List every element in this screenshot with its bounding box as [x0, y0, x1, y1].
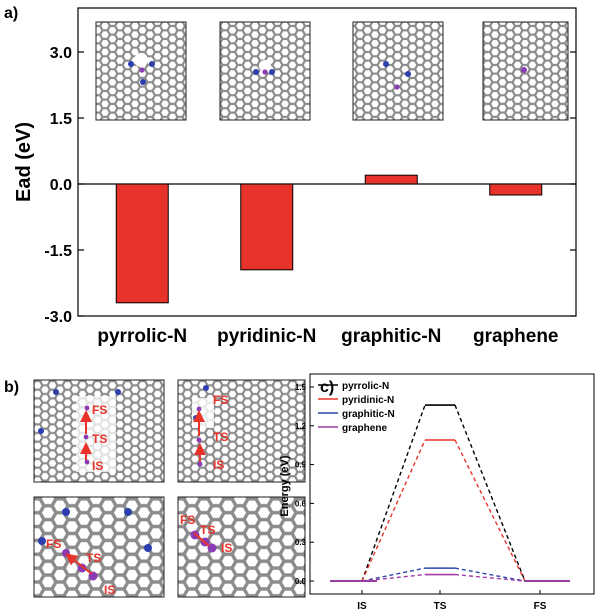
y-tick-label-c: 0.3 [295, 538, 307, 547]
panel-label-c: c) [320, 379, 334, 396]
nitrogen-atom [128, 61, 134, 67]
nitrogen-atom [124, 508, 132, 516]
bar-chart-adsorption-energy: Ead (eV) -3.0-1.50.01.53.0 pyrrolic-N pyr… [13, 7, 577, 347]
adsorbate-atom [139, 67, 145, 73]
adsorbate-atom [196, 406, 202, 412]
category-label-a: graphitic-N [341, 326, 441, 347]
ts-label: TS [92, 432, 107, 446]
nitrogen-atom [38, 428, 44, 434]
adsorbate-atom [521, 67, 527, 73]
panel-label-b: b) [4, 379, 19, 396]
fs-label: FS [92, 403, 107, 417]
connector-pyrrolic-N [361, 404, 426, 582]
y-tick-label-c: 0.6 [295, 499, 307, 508]
y-tick-label-c: 1.2 [295, 422, 307, 431]
line-chart-energy-profile: Energy (eV) 0.0 0.3 0.6 0.9 1.2 1.5 IS TS FS py… [279, 373, 595, 612]
y-axis-label-a: Ead (eV) [13, 122, 35, 202]
adsorbate-atom [207, 543, 217, 553]
y-ticks-c: 0.0 0.3 0.6 0.9 1.2 1.5 [295, 383, 314, 586]
y-tick-label-a: 0.0 [50, 177, 72, 194]
legend-label: graphene [342, 423, 387, 434]
ts-label: TS [86, 551, 101, 565]
x-category-labels-c: IS TS FS [357, 590, 547, 612]
ts-label: TS [200, 523, 215, 537]
pathway-bottom-right: FS TS IS [177, 496, 306, 598]
legend-label: pyrrolic-N [342, 381, 389, 392]
connector-pyridinic-N [454, 439, 526, 582]
panel-label-a: a) [4, 5, 18, 22]
legend-label: graphitic-N [342, 409, 395, 420]
y-tick-label-a: -1.5 [44, 243, 72, 260]
y-tick-label-c: 1.5 [295, 383, 307, 392]
plot-area-c [309, 373, 595, 595]
y-axis-label-c: Energy (eV) [279, 455, 291, 516]
nitrogen-atom [203, 385, 209, 391]
adsorbate-atom [197, 461, 203, 467]
y-tick-label-c: 0.9 [295, 461, 307, 470]
bar-graphene [489, 183, 543, 196]
series-lines-c [330, 404, 570, 582]
category-label-a: pyridinic-N [217, 326, 316, 347]
nitrogen-atom [149, 61, 155, 67]
fs-label: FS [213, 393, 228, 407]
bar-pyrrolic-N [115, 183, 169, 304]
is-label: IS [221, 541, 232, 555]
structure-panel-b: FS TS IS FS TS IS [33, 379, 306, 598]
structure-inset-graphene [482, 21, 569, 121]
nitrogen-atom [38, 537, 46, 545]
nitrogen-atom [53, 389, 59, 395]
is-label: IS [92, 459, 103, 473]
legend-label: pyridinic-N [342, 395, 394, 406]
x-category-label-c: IS [357, 601, 367, 612]
connector-pyridinic-N [361, 439, 426, 582]
fs-label: FS [46, 537, 61, 551]
structure-inset-pyridinic [219, 21, 311, 121]
category-label-a: graphene [473, 326, 559, 347]
x-category-label-c: FS [534, 601, 547, 612]
is-label: IS [213, 458, 224, 472]
nitrogen-atom [383, 61, 389, 67]
structure-inset-graphitic [352, 21, 444, 121]
y-tick-label-c: 0.0 [295, 577, 307, 586]
category-labels-a: pyrrolic-N pyridinic-N graphitic-N graphene [97, 326, 558, 347]
adsorbate-atom [262, 69, 268, 75]
bar-graphitic-N [364, 174, 418, 185]
nitrogen-atom [405, 71, 411, 77]
category-label-a: pyrrolic-N [97, 326, 187, 347]
pathway-bottom-left: FS TS IS [33, 496, 165, 598]
pathway-top-right: FS TS IS [177, 379, 306, 483]
ts-label: TS [213, 430, 228, 444]
adsorbate-atom [196, 437, 202, 443]
adsorbate-atom [62, 549, 70, 557]
connector-graphene [454, 573, 526, 582]
nitrogen-atom [144, 544, 152, 552]
x-category-label-c: TS [434, 601, 447, 612]
nitrogen-atom [269, 69, 275, 75]
pathway-top-left: FS TS IS [33, 379, 165, 483]
bar-pyridinic-N [240, 183, 294, 271]
adsorbate-atom [84, 405, 90, 411]
y-tick-label-a: 3.0 [50, 45, 72, 62]
nitrogen-atom [62, 508, 70, 516]
adsorbate-atom [84, 459, 90, 465]
bars-a [115, 174, 543, 304]
connector-graphitic-N [454, 567, 526, 582]
adsorbate-atom [394, 84, 400, 90]
legend-c: pyrrolic-N pyridinic-N graphitic-N graphene [318, 381, 395, 434]
nitrogen-atom [115, 389, 121, 395]
fs-label: FS [180, 513, 195, 527]
adsorbate-atom [83, 434, 89, 440]
connector-pyrrolic-N [454, 404, 526, 582]
is-label: IS [104, 583, 115, 597]
nitrogen-atom [140, 79, 146, 85]
plot-area-a [77, 7, 577, 317]
y-tick-label-a: 1.5 [50, 111, 72, 128]
structure-inset-pyrrolic [95, 21, 187, 121]
connector-graphene [361, 573, 426, 582]
y-tick-label-a: -3.0 [44, 309, 72, 326]
connector-graphitic-N [361, 567, 426, 582]
nitrogen-atom [253, 69, 259, 75]
